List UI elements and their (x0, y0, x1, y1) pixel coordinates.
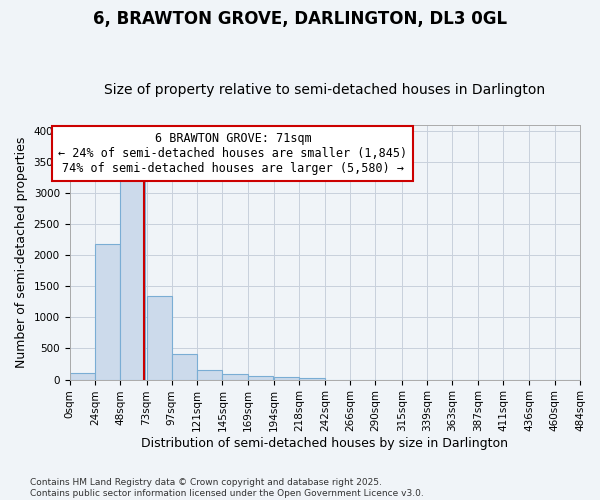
Bar (172, 354, 197, 380)
Bar (274, 377, 299, 380)
Bar (223, 374, 248, 380)
Text: Contains HM Land Registry data © Crown copyright and database right 2025.
Contai: Contains HM Land Registry data © Crown c… (30, 478, 424, 498)
Bar (248, 376, 273, 380)
Bar (70, 374, 95, 380)
Text: 6, BRAWTON GROVE, DARLINGTON, DL3 0GL: 6, BRAWTON GROVE, DARLINGTON, DL3 0GL (93, 10, 507, 28)
Bar (299, 378, 325, 380)
Y-axis label: Number of semi-detached properties: Number of semi-detached properties (15, 136, 28, 368)
Bar (197, 370, 223, 380)
Text: 6 BRAWTON GROVE: 71sqm
← 24% of semi-detached houses are smaller (1,845)
74% of : 6 BRAWTON GROVE: 71sqm ← 24% of semi-det… (58, 132, 407, 175)
X-axis label: Distribution of semi-detached houses by size in Darlington: Distribution of semi-detached houses by … (141, 437, 508, 450)
Title: Size of property relative to semi-detached houses in Darlington: Size of property relative to semi-detach… (104, 83, 545, 97)
Bar (95, 244, 120, 380)
Bar (146, 296, 172, 380)
Bar (120, 176, 145, 380)
